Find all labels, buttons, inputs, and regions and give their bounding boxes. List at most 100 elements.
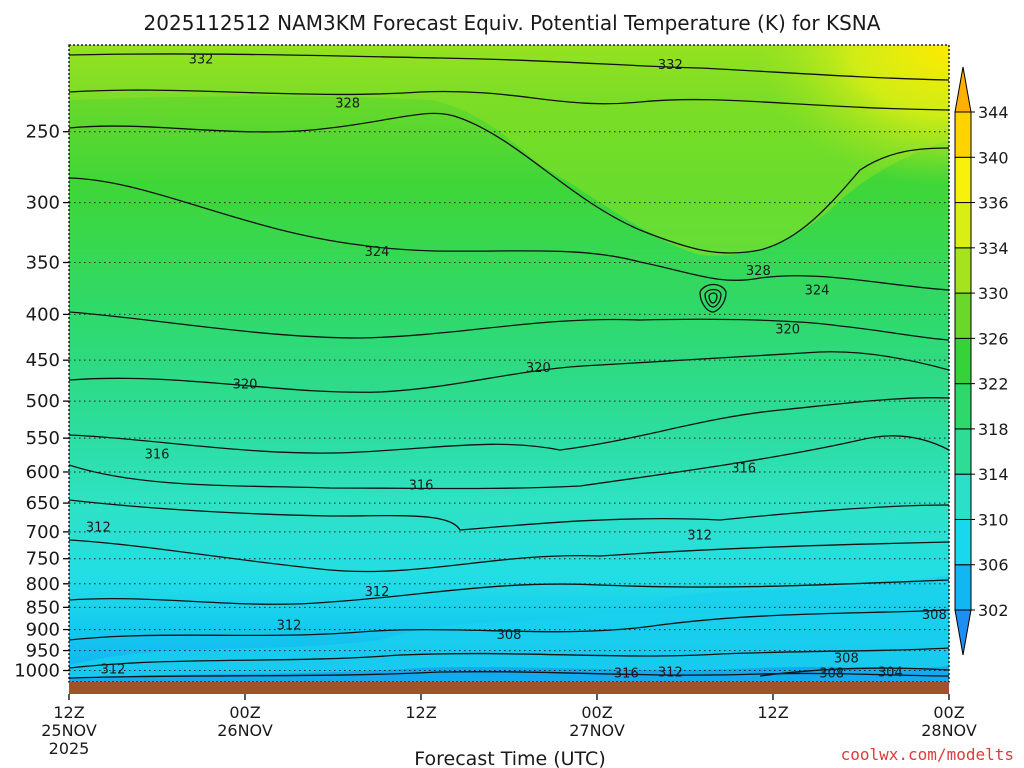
y-tick-label: 700: [26, 522, 60, 543]
contour-label: 316: [409, 479, 434, 494]
colorbar-segment: [954, 337, 972, 385]
contour-312-c: [69, 579, 949, 605]
contour-label: 332: [189, 52, 214, 67]
y-tick-label: 550: [26, 428, 60, 449]
contour-label: 320: [775, 323, 800, 338]
colorbar-label: 302: [978, 601, 1009, 620]
gridlines: [69, 131, 949, 672]
contour-label: 320: [233, 378, 258, 393]
colorbar-segment: [954, 473, 972, 520]
contour-label: 316: [145, 447, 170, 462]
colorbar-label: 344: [978, 103, 1009, 122]
surface-band: [69, 666, 949, 682]
colorbar-label: 306: [978, 556, 1009, 575]
y-axis: 2503003504004505005506006507007508008509…: [14, 122, 69, 682]
x-tick-label: 00Z: [933, 703, 964, 722]
colorbar-high-arrow: [954, 66, 972, 113]
colorbar-segment: [954, 518, 972, 566]
plot-area: [69, 45, 949, 682]
x-tick-label: 26NOV: [217, 721, 273, 740]
colorbar-label: 330: [978, 284, 1009, 303]
colorbar-segment: [954, 202, 972, 249]
x-tick-label: 12Z: [757, 703, 788, 722]
contour-lines: [69, 53, 949, 679]
contour-328-b: [69, 112, 949, 254]
colorbar-label: 314: [978, 465, 1009, 484]
x-tick-label: 25NOV: [41, 721, 97, 740]
colorbar-segment: [954, 428, 972, 475]
ground-strip: [69, 682, 949, 694]
contour-316-b: [69, 435, 949, 490]
contour-312: [69, 499, 949, 531]
y-tick-label: 900: [26, 620, 60, 641]
contour-label: 328: [335, 97, 360, 112]
yellow-corner: [69, 45, 949, 682]
x-axis-label: Forecast Time (UTC): [414, 748, 605, 768]
colorbar-segment: [954, 247, 972, 294]
x-tick-label: 28NOV: [921, 721, 977, 740]
colorbar-label: 334: [978, 239, 1009, 258]
y-tick-label: 850: [26, 597, 60, 618]
contour-label: 312: [687, 529, 712, 544]
y-tick-label: 950: [26, 641, 60, 662]
closed-contour: [708, 292, 718, 304]
colorbar-low-arrow: [954, 609, 972, 656]
colorbar-segment: [954, 111, 972, 158]
contour-surface: [69, 671, 949, 679]
y-tick-label: 350: [26, 252, 60, 273]
contour-label: 316: [614, 666, 639, 681]
colorbar-label: 326: [978, 329, 1009, 348]
colorbar-label: 340: [978, 148, 1009, 167]
contour-label: 328: [746, 264, 771, 279]
contour-320-b: [69, 351, 949, 393]
y-tick-label: 500: [26, 391, 60, 412]
x-tick-label: 12Z: [405, 703, 436, 722]
colorbar: 302 306 310 314 318 322 326 330 334 336 340 344: [954, 66, 1009, 656]
contour-label: 324: [805, 283, 830, 298]
y-tick-label: 250: [26, 122, 60, 143]
colorbar-label: 322: [978, 375, 1009, 394]
colorbar-label: 336: [978, 194, 1009, 213]
lowlevel-moist-band: [69, 575, 949, 682]
contour-label: 308: [922, 608, 947, 623]
y-tick-label: 650: [26, 493, 60, 514]
contour-label: 312: [277, 618, 302, 633]
closed-contour: [699, 283, 727, 313]
contour-320: [69, 311, 949, 341]
contour-328: [69, 89, 949, 111]
contour-label: 312: [101, 663, 126, 678]
x-tick-label: 2025: [49, 739, 90, 758]
x-tick-label: 00Z: [229, 703, 260, 722]
y-tick-label: 300: [26, 193, 60, 214]
colorbar-segment: [954, 564, 972, 611]
contour-label: 304: [878, 665, 903, 680]
contour-label: 308: [497, 628, 522, 643]
colorbar-label: 310: [978, 510, 1009, 529]
contour-316: [69, 397, 949, 454]
credit-text: coolwx.com/modelts: [841, 745, 1014, 764]
y-tick-label: 750: [26, 549, 60, 570]
y-tick-label: 450: [26, 350, 60, 371]
contour-label: 308: [819, 666, 844, 681]
x-tick-label: 12Z: [53, 703, 84, 722]
contour-312-b: [69, 539, 949, 573]
contour-label: 312: [86, 520, 111, 535]
x-tick-label: 27NOV: [569, 721, 625, 740]
contour-308: [69, 609, 949, 641]
y-tick-label: 400: [26, 304, 60, 325]
colorbar-label: 318: [978, 420, 1009, 439]
contour-label: 324: [365, 245, 390, 260]
colorbar-segment: [954, 292, 972, 339]
colorbar-segment: [954, 383, 972, 430]
y-tick-label: 600: [26, 462, 60, 483]
contour-label: 312: [658, 665, 683, 680]
contour-label: 308: [834, 651, 859, 666]
contour-label: 316: [731, 461, 756, 476]
y-tick-label: 800: [26, 574, 60, 595]
contour-332: [69, 53, 949, 81]
y-tick-label: 1000: [14, 661, 60, 682]
contour-324: [69, 177, 949, 291]
contour-label: 312: [365, 585, 390, 600]
colorbar-segment: [954, 156, 972, 204]
